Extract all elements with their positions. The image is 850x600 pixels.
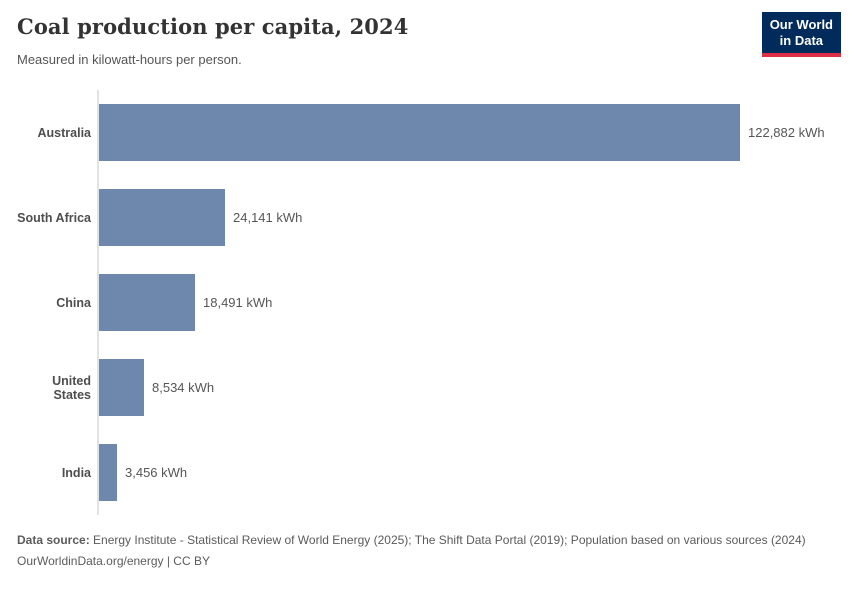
category-label: South Africa: [17, 210, 91, 225]
value-label: 24,141 kWh: [233, 210, 303, 225]
value-label: 8,534 kWh: [152, 380, 215, 395]
bar-row: Australia 122,882 kWh: [17, 90, 837, 175]
bar[interactable]: [99, 359, 144, 416]
owid-logo-line2: in Data: [779, 33, 824, 49]
value-label: 3,456 kWh: [125, 465, 188, 480]
bar-chart: Australia 122,882 kWh South Africa 24,141 k…: [17, 90, 837, 515]
category-label: India: [61, 465, 91, 480]
bar-row: China 18,491 kWh: [17, 260, 837, 345]
owid-logo[interactable]: Our World in Data: [761, 12, 841, 57]
bar-row: South Africa 24,141 kWh: [17, 175, 837, 260]
bar[interactable]: [99, 189, 225, 246]
value-label: 18,491 kWh: [203, 295, 273, 310]
data-source-label: Data source:: [17, 533, 90, 547]
chart-subtitle: Measured in kilowatt-hours per person.: [17, 52, 242, 67]
y-axis-line: [97, 90, 99, 515]
category-label: Australia: [37, 125, 92, 140]
bar[interactable]: [99, 104, 740, 161]
bar[interactable]: [99, 274, 195, 331]
owid-link[interactable]: OurWorldinData.org/energy | CC BY: [17, 554, 210, 568]
bar-rows: Australia 122,882 kWh South Africa 24,141 k…: [17, 90, 837, 515]
category-label: China: [56, 295, 91, 310]
bar[interactable]: [99, 444, 117, 501]
category-label: United States: [52, 373, 91, 402]
data-source-text: Energy Institute - Statistical Review of…: [89, 533, 806, 547]
bar-row: India 3,456 kWh: [17, 430, 837, 515]
page-title: Coal production per capita, 2024: [17, 14, 409, 39]
bar-row: United States 8,534 kWh: [17, 345, 837, 430]
owid-logo-line1: Our World: [769, 17, 833, 32]
data-source-note: Data source: Energy Institute - Statisti…: [17, 532, 815, 548]
chart-footer: Data source: Energy Institute - Statisti…: [17, 532, 815, 569]
value-label: 122,882 kWh: [748, 125, 825, 140]
